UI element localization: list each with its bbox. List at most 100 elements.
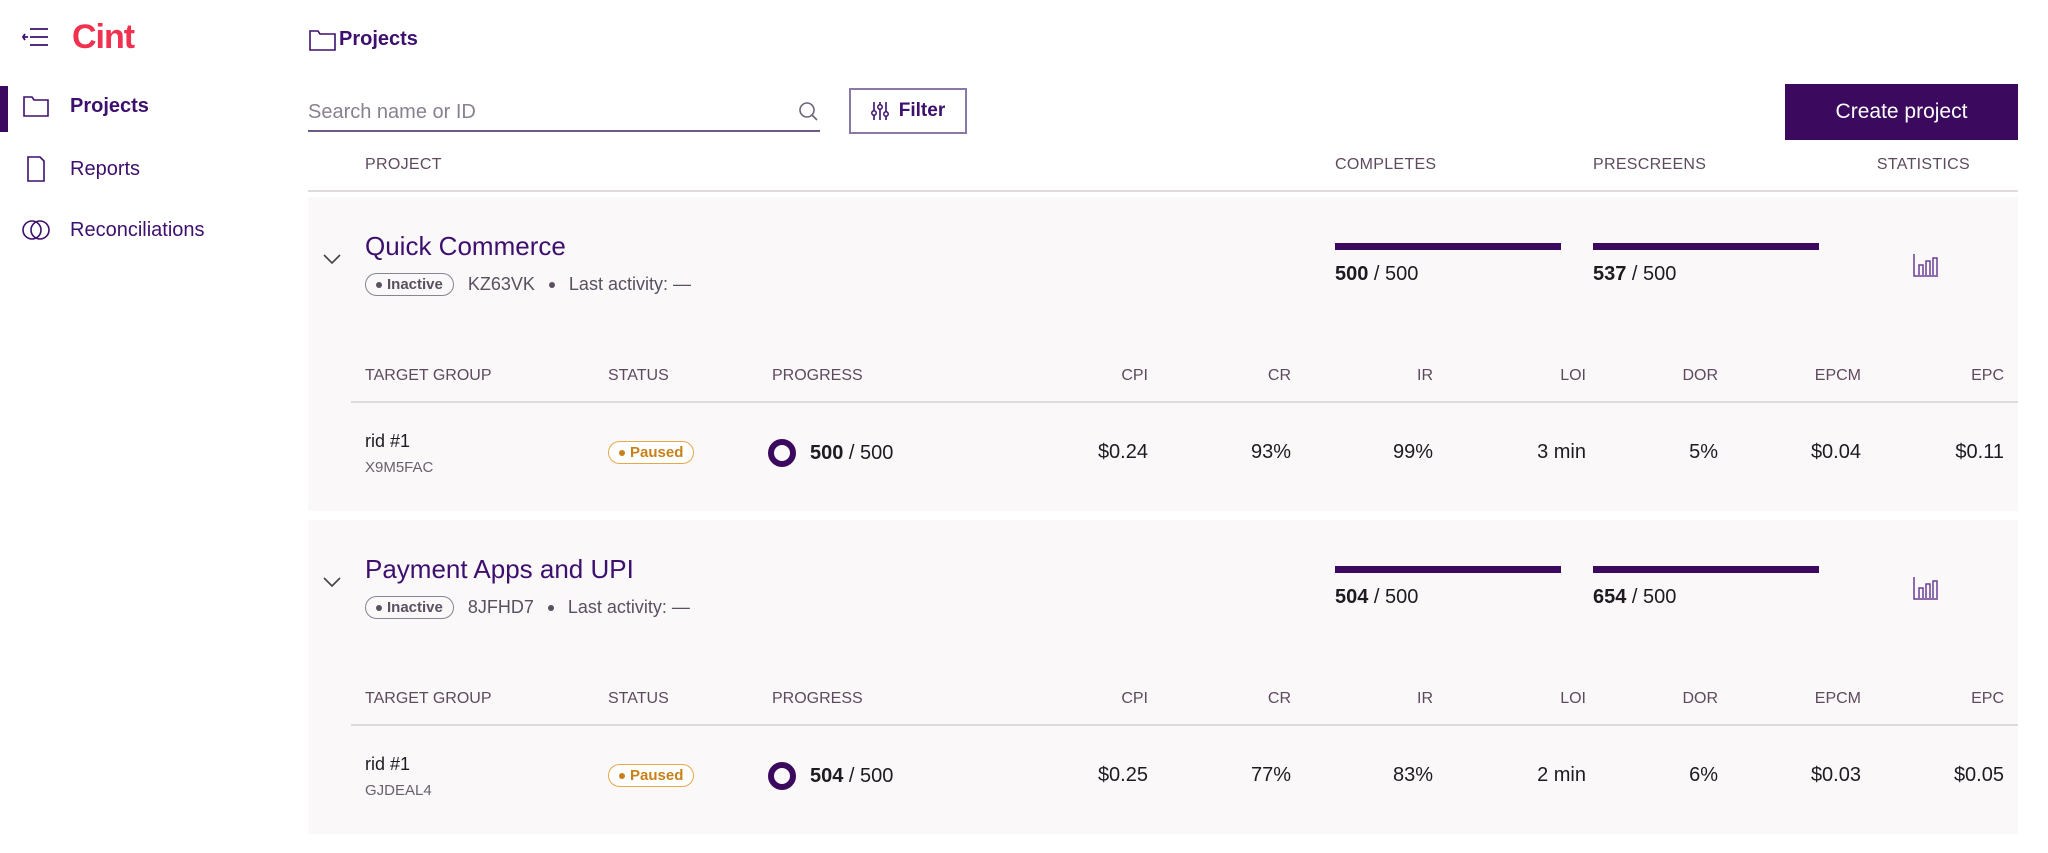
- prescreens-count: 654 / 500: [1593, 586, 1677, 608]
- sidebar-item-label: Reports: [70, 157, 141, 180]
- status-badge: Paused: [608, 441, 695, 464]
- search-field[interactable]: [308, 94, 820, 132]
- status-badge: Paused: [608, 764, 695, 787]
- cell-ir: 99%: [1392, 441, 1433, 463]
- column-header-statistics: STATISTICS: [1876, 156, 1970, 173]
- cell-cr: 77%: [1250, 764, 1291, 786]
- cell-epc: $0.05: [1953, 764, 2004, 786]
- overlap-circles-icon: [22, 220, 50, 240]
- progress-ring-icon: [768, 762, 796, 790]
- sub-header-epcm: EPCM: [1814, 690, 1861, 707]
- target-group-id: X9M5FAC: [365, 459, 434, 476]
- sidebar-item-reconciliations[interactable]: Reconciliations: [22, 218, 205, 242]
- project-name[interactable]: Quick Commerce: [365, 231, 566, 261]
- cell-cpi: $0.25: [1097, 764, 1148, 786]
- completes-progress-bar: [1335, 243, 1561, 250]
- column-header-completes: COMPLETES: [1335, 156, 1437, 173]
- sub-header-ir: IR: [1417, 690, 1433, 707]
- status-text: Paused: [630, 444, 684, 461]
- progress-ring-icon: [768, 439, 796, 467]
- project-card: Quick Commerce Inactive KZ63VK Last acti…: [308, 197, 2018, 511]
- status-dot-icon: [619, 772, 625, 779]
- cell-epc: $0.11: [1955, 441, 2004, 463]
- target-group-name[interactable]: rid #1: [365, 754, 411, 774]
- folder-icon: [309, 29, 336, 51]
- page-title: Projects: [309, 28, 418, 51]
- document-icon: [27, 156, 45, 182]
- last-activity: Last activity: —: [567, 597, 690, 617]
- sub-header-divider: [351, 724, 2018, 726]
- sub-header-loi: LOI: [1560, 367, 1586, 384]
- sub-header-cr: CR: [1267, 367, 1291, 384]
- cell-dor: 5%: [1689, 441, 1718, 463]
- project-card: Payment Apps and UPI Inactive 8JFHD7 Las…: [308, 520, 2018, 834]
- status-dot-icon: [376, 281, 382, 288]
- filter-label: Filter: [898, 100, 946, 121]
- cell-cr: 93%: [1250, 441, 1291, 463]
- cint-logo[interactable]: Cint: [72, 18, 135, 56]
- sub-header-ir: IR: [1417, 367, 1433, 384]
- status-text: Paused: [630, 767, 684, 784]
- cell-epcm: $0.04: [1810, 441, 1861, 463]
- status-text: Inactive: [387, 276, 443, 293]
- sub-header-status: STATUS: [608, 367, 669, 384]
- cell-loi: 3 min: [1537, 441, 1586, 463]
- menu-collapse-icon[interactable]: [21, 26, 50, 53]
- project-id: 8JFHD7: [467, 597, 534, 617]
- sub-header-dor: DOR: [1682, 690, 1718, 707]
- sub-header-target-group: TARGET GROUP: [365, 690, 492, 707]
- prescreens-count: 537 / 500: [1593, 263, 1677, 285]
- project-meta: Inactive KZ63VK Last activity: —: [365, 273, 691, 296]
- search-icon[interactable]: [798, 101, 820, 123]
- sub-header-progress: PROGRESS: [772, 690, 863, 707]
- chevron-down-icon[interactable]: [322, 576, 342, 588]
- sub-header-epcm: EPCM: [1814, 367, 1861, 384]
- sub-header-epc: EPC: [1971, 690, 2004, 707]
- project-name[interactable]: Payment Apps and UPI: [365, 554, 634, 584]
- target-group-id: GJDEAL4: [365, 782, 432, 799]
- sidebar-item-reports[interactable]: Reports: [22, 156, 140, 182]
- project-meta: Inactive 8JFHD7 Last activity: —: [365, 596, 690, 619]
- cell-epcm: $0.03: [1810, 764, 1861, 786]
- cell-ir: 83%: [1392, 764, 1433, 786]
- statistics-chart-icon[interactable]: [1913, 576, 1939, 600]
- sub-header-dor: DOR: [1682, 367, 1718, 384]
- target-group-progress: 500 / 500: [768, 439, 893, 467]
- sub-header-target-group: TARGET GROUP: [365, 367, 492, 384]
- prescreens-progress-bar: [1593, 566, 1819, 573]
- active-indicator: [0, 86, 8, 132]
- separator-dot-icon: [547, 604, 554, 611]
- separator-dot-icon: [548, 281, 555, 288]
- prescreens-progress-bar: [1593, 243, 1819, 250]
- filter-button[interactable]: Filter: [849, 88, 967, 134]
- sub-header-divider: [351, 401, 2018, 403]
- sliders-icon: [870, 102, 889, 120]
- sidebar-item-label: Projects: [70, 94, 149, 117]
- project-id: KZ63VK: [467, 274, 535, 294]
- chevron-down-icon[interactable]: [322, 253, 342, 265]
- sidebar-item-label: Reconciliations: [70, 218, 205, 241]
- folder-icon: [23, 96, 49, 117]
- page-title-text: Projects: [339, 28, 418, 50]
- create-project-button[interactable]: Create project: [1785, 84, 2018, 140]
- statistics-chart-icon[interactable]: [1913, 253, 1939, 277]
- search-input[interactable]: [308, 100, 798, 124]
- last-activity: Last activity: —: [568, 274, 691, 294]
- status-dot-icon: [619, 449, 625, 456]
- sidebar-item-projects[interactable]: Projects: [22, 94, 149, 118]
- sub-header-cpi: CPI: [1121, 690, 1148, 707]
- sub-header-loi: LOI: [1560, 690, 1586, 707]
- sub-header-epc: EPC: [1971, 367, 2004, 384]
- completes-count: 504 / 500: [1335, 586, 1419, 608]
- target-group-name[interactable]: rid #1: [365, 431, 411, 451]
- sub-header-cpi: CPI: [1121, 367, 1148, 384]
- status-dot-icon: [376, 604, 382, 611]
- sub-header-cr: CR: [1267, 690, 1291, 707]
- header-divider: [308, 190, 2018, 192]
- sub-header-progress: PROGRESS: [772, 367, 863, 384]
- cell-cpi: $0.24: [1097, 441, 1148, 463]
- status-badge: Inactive: [365, 596, 454, 619]
- column-header-prescreens: PRESCREENS: [1593, 156, 1707, 173]
- sub-header-status: STATUS: [608, 690, 669, 707]
- column-header-project: PROJECT: [365, 156, 442, 173]
